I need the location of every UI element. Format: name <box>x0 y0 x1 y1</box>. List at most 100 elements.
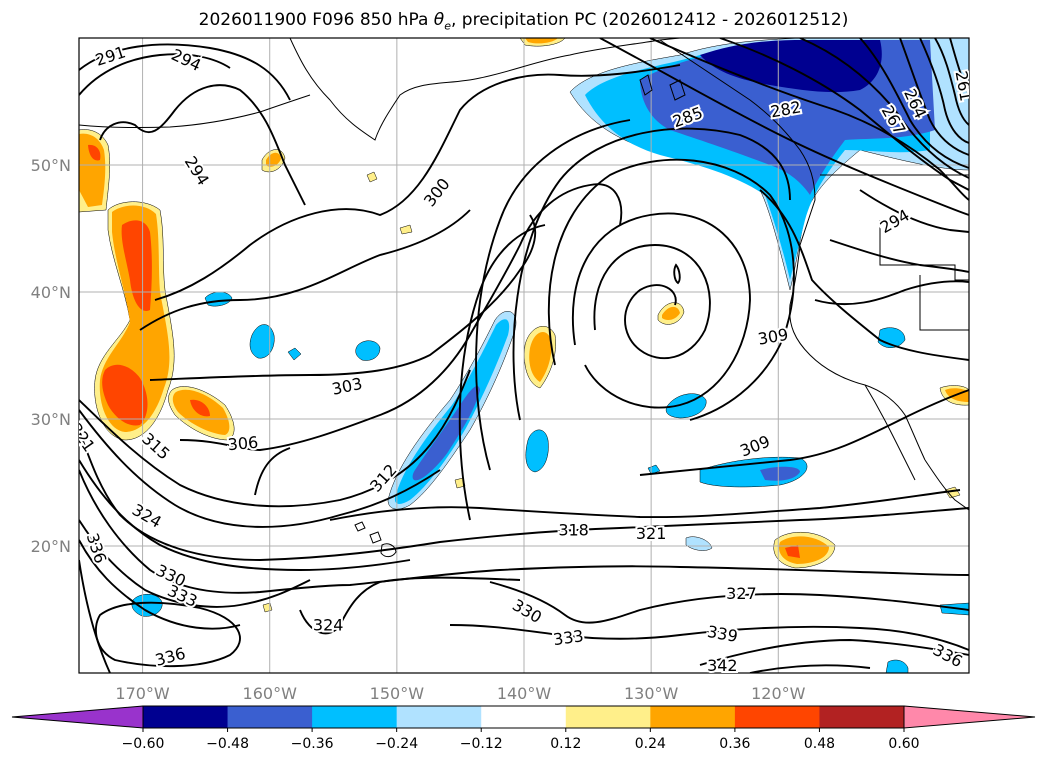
colorbar-tick-label: 0.24 <box>635 736 666 752</box>
contour-306-ne <box>814 280 969 306</box>
contour-cyclone-5 <box>475 119 631 471</box>
coast-haidagwaii <box>639 74 686 101</box>
shade-blue-10 <box>885 659 909 673</box>
contour-327 <box>79 469 969 594</box>
shade-orange-e1 <box>778 536 829 564</box>
contour-282 <box>649 38 969 201</box>
colorbar-tick-label: −0.24 <box>375 736 418 752</box>
shade-red-e1 <box>785 545 800 558</box>
contour-cyclone-3 <box>547 158 795 421</box>
shade-blue-3 <box>525 429 549 473</box>
colorbar-segment <box>819 706 905 728</box>
coastlines <box>79 38 969 558</box>
longitude-label: 170°W <box>115 684 170 703</box>
contour-270 <box>899 38 969 156</box>
latitude-label: 30°N <box>31 410 71 429</box>
contour-333 <box>79 539 241 630</box>
colorbar-tick-label: 0.12 <box>550 736 581 752</box>
shade-blue-6 <box>131 594 163 617</box>
contour-339 <box>699 639 969 666</box>
colorbar-segment <box>143 706 229 728</box>
contour-291-ne <box>859 189 969 233</box>
shade-mid-blue-1 <box>760 466 800 481</box>
contour-label: 306 <box>225 431 261 457</box>
colorbar-segment <box>312 706 398 728</box>
coast-border-3 <box>919 275 969 331</box>
coast-baja <box>864 384 916 481</box>
shade-mid-blue-sub <box>412 385 480 481</box>
contour-label-text: 306 <box>227 433 259 455</box>
shade-red-w4 <box>190 399 210 417</box>
contour-label: 342 <box>705 654 740 673</box>
theta-e-contours <box>79 38 969 673</box>
contour-333-b <box>449 624 969 651</box>
contour-label: 324 <box>311 614 346 637</box>
contour-273 <box>859 38 969 169</box>
contour-324 <box>79 459 411 571</box>
contour-cyclone-2 <box>571 212 751 409</box>
latitude-label: 40°N <box>31 283 71 302</box>
latitude-labels: 50°N 40°N 30°N 20°N <box>31 156 71 556</box>
contour-264 <box>934 38 969 126</box>
shade-orange-c1 <box>529 332 552 382</box>
colorbar-tick-label: 0.60 <box>888 736 919 752</box>
shade-blue-9 <box>685 536 713 551</box>
contour-label-text: 327 <box>726 584 757 603</box>
colorbar-extend-low <box>11 705 144 729</box>
colorbar-tick-label: 0.48 <box>804 736 835 752</box>
contour-267 <box>919 38 969 144</box>
contour-276 <box>799 38 969 179</box>
shade-blue-5 <box>355 340 381 361</box>
coast-bc <box>659 39 816 246</box>
contour-294-n <box>99 84 306 206</box>
contour-330 <box>79 519 311 608</box>
contour-291 <box>79 53 231 96</box>
latitude-label: 20°N <box>31 537 71 556</box>
map-panel <box>79 38 969 673</box>
colorbar: −0.60 −0.48 −0.36 −0.24 −0.12 0.12 0.24 0.36 0.4… <box>11 705 1036 752</box>
longitude-label: 160°W <box>243 684 298 703</box>
contour-cyclone-6 <box>458 224 546 521</box>
shade-yellow-p3 <box>399 224 413 235</box>
map-frame <box>78 37 970 674</box>
contour-303 <box>149 214 537 381</box>
contour-342 <box>749 664 871 673</box>
shade-blue-8 <box>287 347 302 361</box>
shade-blue-4 <box>249 324 275 359</box>
longitude-label: 120°W <box>751 684 806 703</box>
contour-306-b <box>254 447 291 496</box>
contour-label-text: 324 <box>313 616 344 635</box>
colorbar-tick-label: −0.12 <box>460 736 503 752</box>
contour-cyclone-4 <box>512 127 791 421</box>
shade-orange-w1 <box>79 133 106 207</box>
latitude-label: 50°N <box>31 156 71 175</box>
contour-label: 321 <box>634 522 669 545</box>
coast-aleutians <box>79 94 311 129</box>
contour-label-text: 318 <box>558 520 589 539</box>
colorbar-extend-high <box>903 705 1036 729</box>
contour-261 <box>949 38 969 96</box>
contour-label: 327 <box>724 582 759 605</box>
contour-315 <box>79 409 441 528</box>
contour-279 <box>719 38 969 191</box>
colorbar-tick-label: −0.48 <box>206 736 249 752</box>
contour-318 <box>329 489 961 521</box>
colorbar-segment <box>565 706 651 728</box>
colorbar-segment <box>650 706 736 728</box>
colorbar-tick-label: 0.36 <box>719 736 750 752</box>
longitude-labels: 170°W 160°W 150°W 140°W 130°W 120°W <box>115 684 805 703</box>
coast-alaska <box>289 38 681 141</box>
contour-324-b <box>299 576 521 635</box>
colorbar-frame <box>142 705 905 729</box>
coast-mexico <box>924 459 969 511</box>
shade-orange-p1 <box>662 306 680 321</box>
colorbar-segment <box>396 706 482 728</box>
gridlines <box>79 38 969 673</box>
longitude-label: 150°W <box>370 684 425 703</box>
contour-285 <box>599 38 969 216</box>
shade-yellow-p2 <box>366 171 378 183</box>
contour-cyclone-1 <box>593 244 711 360</box>
contour-312 <box>79 369 471 508</box>
contour-label-text: 321 <box>636 524 667 543</box>
